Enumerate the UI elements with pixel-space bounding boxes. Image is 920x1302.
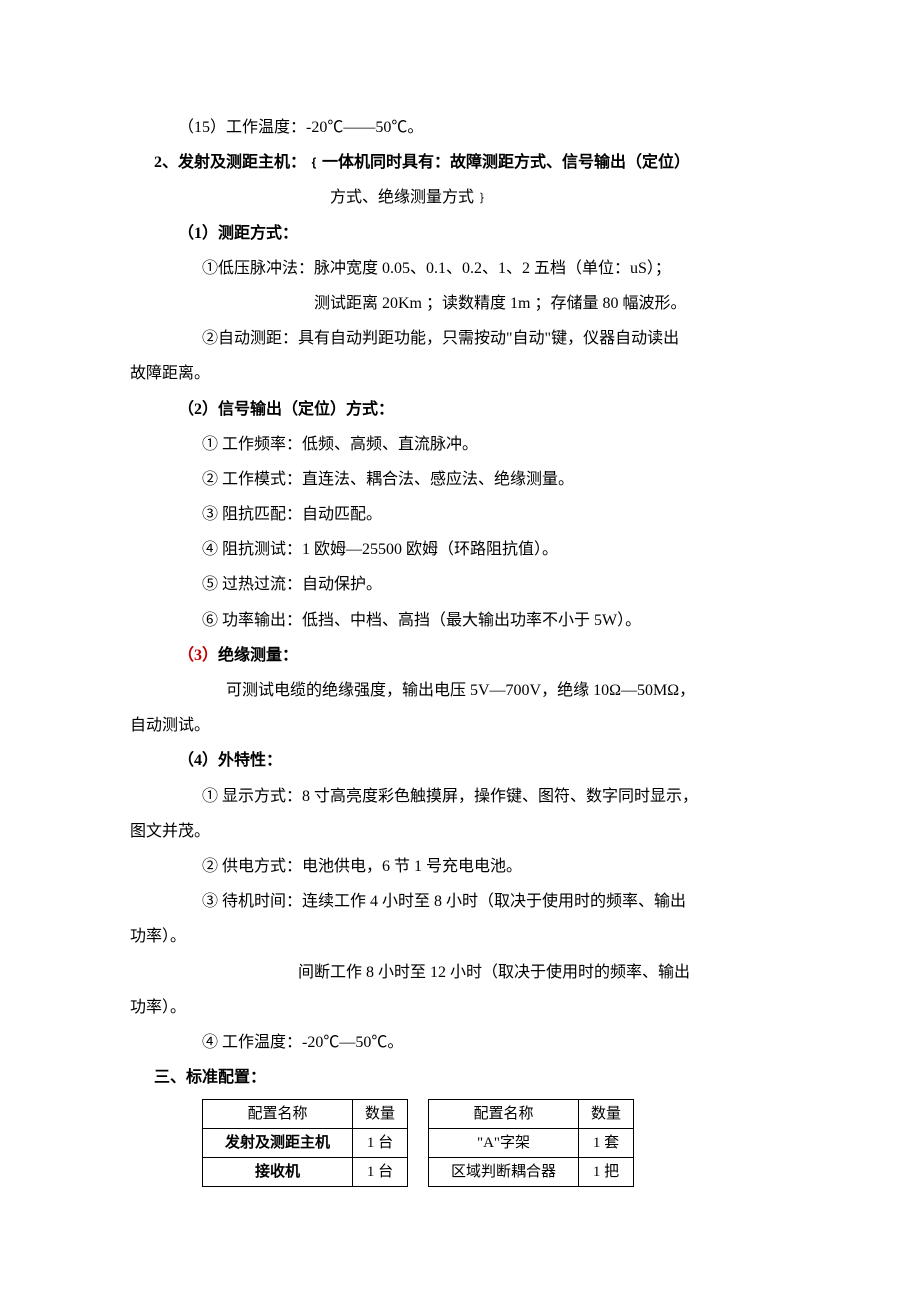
table-header: 数量: [353, 1100, 408, 1129]
table-row: 配置名称 数量: [429, 1100, 634, 1129]
table-cell: 区域判断耦合器: [429, 1158, 579, 1187]
s2-2-l1: ① 工作频率：低频、高频、直流脉冲。: [130, 427, 790, 462]
s2-4-l3c: 间断工作 8 小时至 12 小时（取决于使用时的频率、输出: [130, 955, 790, 990]
table-row: 发射及测距主机 1 台: [203, 1129, 408, 1158]
table-row: "A"字架 1 套: [429, 1129, 634, 1158]
table-cell: 发射及测距主机: [203, 1129, 353, 1158]
table-row: 接收机 1 台: [203, 1158, 408, 1187]
s2-4-l1b: 图文并茂。: [130, 814, 790, 849]
table-header: 配置名称: [429, 1100, 579, 1129]
item-15: （15）工作温度：-20℃——50℃。: [130, 110, 790, 145]
s2-1-l1: ①低压脉冲法：脉冲宽度 0.05、0.1、0.2、1、2 五档（单位：uS）；: [130, 251, 790, 286]
s2-2-l4: ④ 阻抗测试：1 欧姆—25500 欧姆（环路阻抗值）。: [130, 532, 790, 567]
config-table-1: 配置名称 数量 发射及测距主机 1 台 接收机 1 台: [202, 1099, 408, 1187]
s2-1-title: （1）测距方式：: [130, 216, 790, 251]
s2-3-l1b: 自动测试。: [130, 708, 790, 743]
s2-1-l2b: 故障距离。: [130, 356, 790, 391]
s2-4-l3b: 功率）。: [130, 919, 790, 954]
table-header: 数量: [579, 1100, 634, 1129]
table-row: 配置名称 数量: [203, 1100, 408, 1129]
table-cell: 接收机: [203, 1158, 353, 1187]
s2-2-title: （2）信号输出（定位）方式：: [130, 392, 790, 427]
section-2-desc2: 方式、绝缘测量方式﹜: [130, 180, 790, 215]
table-row: 区域判断耦合器 1 把: [429, 1158, 634, 1187]
table-cell: 1 套: [579, 1129, 634, 1158]
s2-3-num: （3）: [178, 647, 218, 664]
table-cell: "A"字架: [429, 1129, 579, 1158]
s2-2-l3: ③ 阻抗匹配：自动匹配。: [130, 497, 790, 532]
section-2-title: 2、发射及测距主机：﹛一体机同时具有：故障测距方式、信号输出（定位）: [130, 145, 790, 180]
table-cell: 1 台: [353, 1129, 408, 1158]
table-cell: 1 把: [579, 1158, 634, 1187]
s2-4-l2: ② 供电方式：电池供电，6 节 1 号充电电池。: [130, 849, 790, 884]
config-table-2: 配置名称 数量 "A"字架 1 套 区域判断耦合器 1 把: [428, 1099, 634, 1187]
table-header: 配置名称: [203, 1100, 353, 1129]
s2-3-l1a: 可测试电缆的绝缘强度，输出电压 5V—700V，绝缘 10Ω—50MΩ，: [130, 673, 790, 708]
s2-4-title: （4）外特性：: [130, 743, 790, 778]
s2-4-l4: ④ 工作温度：-20℃—50℃。: [130, 1025, 790, 1060]
s2-4-l3a: ③ 待机时间：连续工作 4 小时至 8 小时（取决于使用时的频率、输出: [130, 884, 790, 919]
s2-3-label: 绝缘测量：: [218, 647, 298, 664]
s2-4-l3d: 功率）。: [130, 990, 790, 1025]
table-cell: 1 台: [353, 1158, 408, 1187]
section-2-label: 2、发射及测距主机：: [154, 154, 306, 171]
config-tables: 配置名称 数量 发射及测距主机 1 台 接收机 1 台 配置名称 数量 "A"字…: [130, 1099, 790, 1187]
s2-1-l2a: ②自动测距：具有自动判距功能，只需按动"自动"键，仪器自动读出: [130, 321, 790, 356]
s2-2-l2: ② 工作模式：直连法、耦合法、感应法、绝缘测量。: [130, 462, 790, 497]
s2-2-l5: ⑤ 过热过流：自动保护。: [130, 567, 790, 602]
section-2-desc1: ﹛一体机同时具有：故障测距方式、信号输出（定位）: [306, 154, 690, 171]
section-3-title: 三、标准配置：: [130, 1060, 790, 1095]
s2-3-title: （3）绝缘测量：: [130, 638, 790, 673]
s2-4-l1a: ① 显示方式：8 寸高亮度彩色触摸屏，操作键、图符、数字同时显示，: [130, 779, 790, 814]
s2-1-l1b: 测试距离 20Km ；读数精度 1m ；存储量 80 幅波形。: [130, 286, 790, 321]
s2-2-l6: ⑥ 功率输出：低挡、中档、高挡（最大输出功率不小于 5W）。: [130, 603, 790, 638]
